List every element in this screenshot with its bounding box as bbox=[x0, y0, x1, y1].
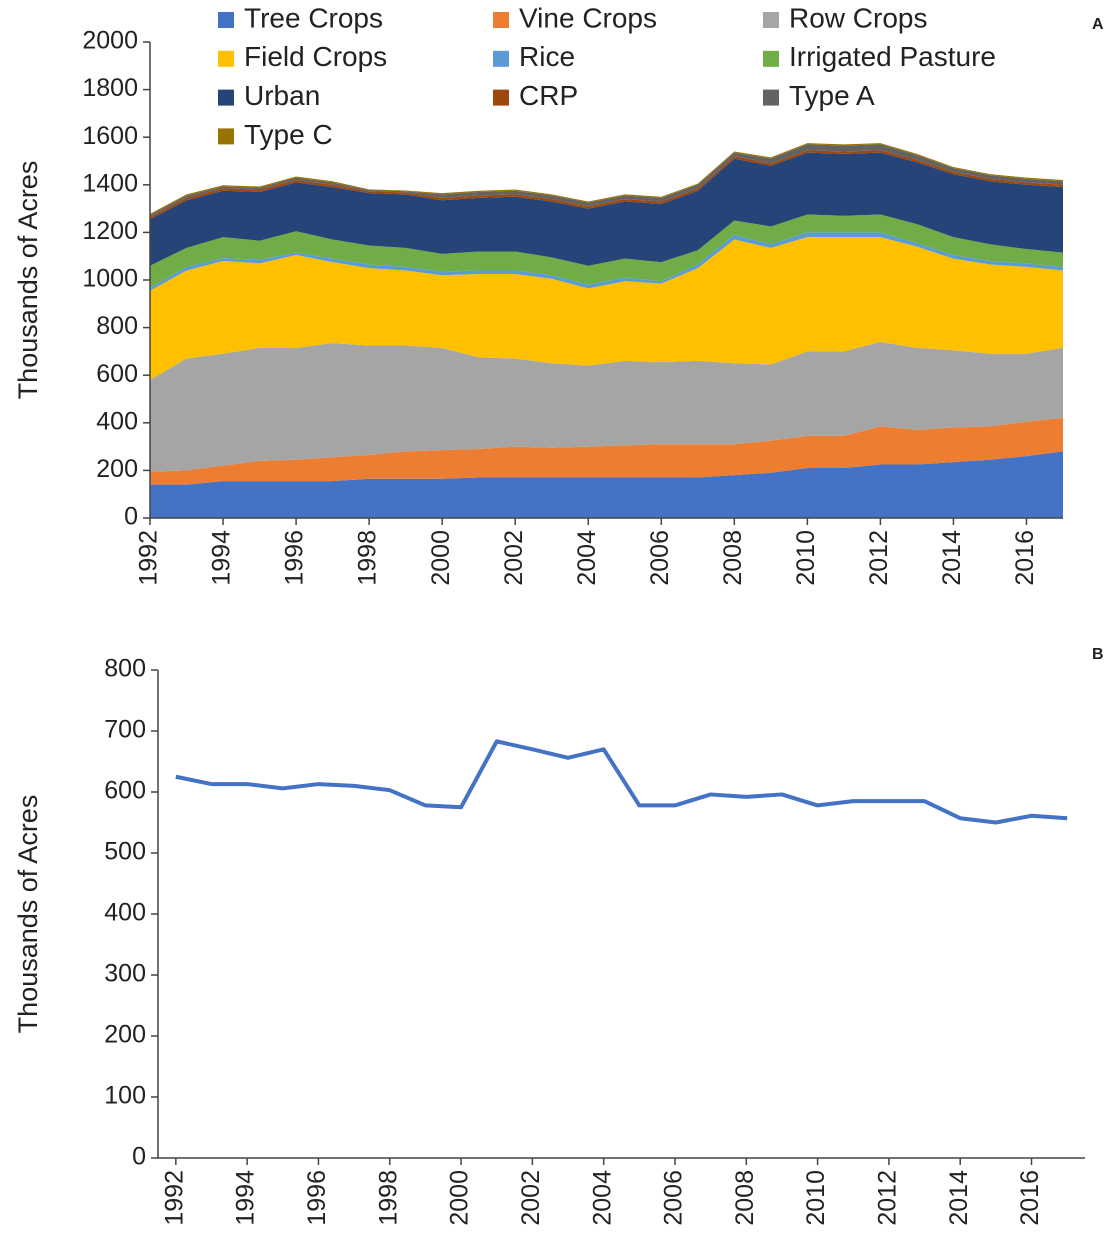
y-tick-label: 600 bbox=[104, 777, 146, 805]
line bbox=[175, 739, 1068, 825]
y-tick-label: 1200 bbox=[82, 217, 138, 245]
y-tick-label: 400 bbox=[96, 407, 138, 435]
y-axis-title: Thousands of Acres bbox=[13, 795, 43, 1034]
x-tick-label: 2000 bbox=[446, 1170, 474, 1226]
x-tick-label: 1992 bbox=[160, 1170, 188, 1226]
area bbox=[150, 418, 1063, 485]
legend-swatch bbox=[218, 89, 234, 106]
y-tick-label: 1400 bbox=[82, 169, 138, 197]
legend-label: Type A bbox=[789, 80, 875, 111]
x-tick-label: 2010 bbox=[802, 1170, 830, 1226]
y-tick-label: 1600 bbox=[82, 122, 138, 150]
legend-swatch bbox=[763, 89, 779, 106]
panel-label: B bbox=[1092, 646, 1104, 663]
y-tick-label: 1800 bbox=[82, 74, 138, 102]
x-tick-label: 2016 bbox=[1011, 530, 1039, 586]
x-tick-label: 2002 bbox=[517, 1170, 545, 1226]
y-tick-label: 1000 bbox=[82, 265, 138, 293]
x-tick-label: 2006 bbox=[660, 1170, 688, 1226]
y-tick-label: 800 bbox=[104, 655, 146, 683]
legend-swatch bbox=[493, 12, 509, 28]
y-tick-label: 500 bbox=[104, 838, 146, 866]
y-tick-label: 300 bbox=[104, 960, 146, 988]
area bbox=[150, 144, 1063, 217]
y-axis-title: Thousands of Acres bbox=[13, 161, 43, 400]
legend-swatch bbox=[763, 50, 779, 67]
x-tick-label: 2012 bbox=[874, 1170, 902, 1226]
legend-swatch bbox=[218, 50, 234, 67]
area bbox=[150, 237, 1063, 380]
y-tick-label: 200 bbox=[104, 1021, 146, 1049]
y-tick-label: 0 bbox=[124, 503, 138, 531]
x-tick-label: 1994 bbox=[232, 1170, 260, 1226]
y-tick-label: 100 bbox=[104, 1082, 146, 1110]
x-tick-label: 1998 bbox=[374, 1170, 402, 1226]
x-tick-label: 2014 bbox=[938, 530, 966, 586]
x-tick-label: 1996 bbox=[303, 1170, 331, 1226]
legend-swatch bbox=[493, 89, 509, 106]
x-tick-label: 1998 bbox=[354, 530, 382, 586]
x-tick-label: 1992 bbox=[135, 530, 163, 586]
area bbox=[150, 214, 1063, 288]
legend-label: Type C bbox=[244, 119, 333, 150]
legend-label: Irrigated Pasture bbox=[789, 41, 996, 72]
legend-swatch bbox=[218, 12, 234, 28]
area bbox=[150, 341, 1063, 472]
x-tick-label: 2016 bbox=[1016, 1170, 1044, 1226]
x-tick-label: 2006 bbox=[646, 530, 674, 586]
legend-label: CRP bbox=[519, 80, 578, 111]
x-tick-label: 2004 bbox=[588, 1170, 616, 1226]
legend-swatch bbox=[493, 50, 509, 67]
x-tick-label: 2010 bbox=[792, 530, 820, 586]
x-tick-label: 1996 bbox=[281, 530, 309, 586]
legend-swatch bbox=[218, 128, 234, 145]
legend-label: Field Crops bbox=[244, 41, 387, 72]
area bbox=[150, 152, 1063, 266]
legend-label: Rice bbox=[519, 41, 575, 72]
legend-label: Row Crops bbox=[789, 2, 927, 33]
y-tick-label: 600 bbox=[96, 360, 138, 388]
area bbox=[150, 232, 1063, 291]
x-tick-label: 2008 bbox=[731, 1170, 759, 1226]
y-tick-label: 800 bbox=[96, 312, 138, 340]
panel-label: A bbox=[1092, 16, 1104, 33]
x-tick-label: 2004 bbox=[573, 530, 601, 586]
x-tick-label: 2000 bbox=[427, 530, 455, 586]
x-tick-label: 1994 bbox=[208, 530, 236, 586]
legend-label: Urban bbox=[244, 80, 320, 111]
y-tick-label: 2000 bbox=[82, 27, 138, 55]
x-tick-label: 2002 bbox=[500, 530, 528, 586]
y-tick-label: 200 bbox=[96, 455, 138, 483]
legend-swatch bbox=[763, 12, 779, 28]
y-tick-label: 0 bbox=[132, 1143, 146, 1171]
y-tick-label: 400 bbox=[104, 899, 146, 927]
x-tick-label: 2012 bbox=[865, 530, 893, 586]
legend-label: Tree Crops bbox=[244, 2, 383, 33]
x-tick-label: 2008 bbox=[719, 530, 747, 586]
legend-label: Vine Crops bbox=[519, 2, 657, 33]
y-tick-label: 700 bbox=[104, 716, 146, 744]
x-tick-label: 2014 bbox=[945, 1170, 973, 1226]
